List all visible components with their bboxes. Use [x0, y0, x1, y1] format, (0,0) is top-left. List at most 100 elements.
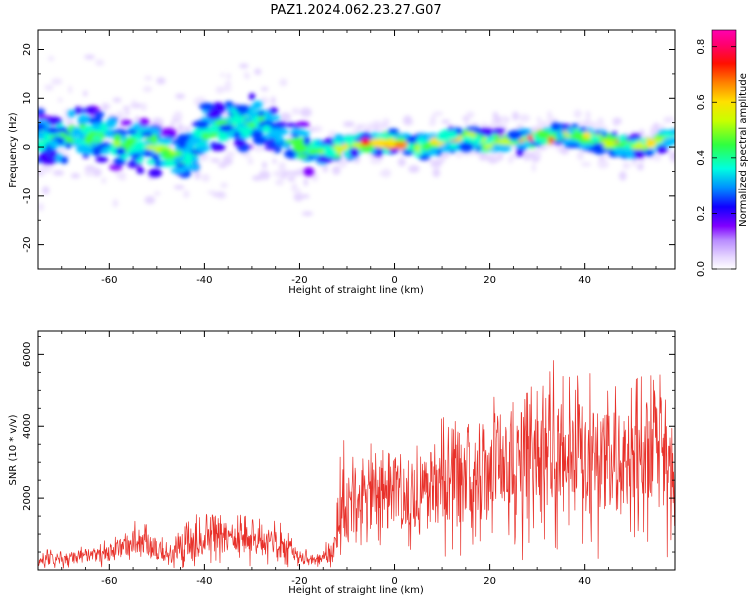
heatmap-halo-cell	[332, 165, 341, 175]
heatmap-halo-cell	[51, 78, 63, 85]
heatmap-energy-cell	[74, 106, 82, 115]
heatmap-y-tick-label: -20	[22, 236, 33, 252]
heatmap-halo-cell	[173, 111, 183, 120]
heatmap-energy-cell	[91, 122, 101, 130]
heatmap-energy-cell	[281, 142, 289, 148]
heatmap-energy-cell	[150, 134, 158, 144]
heatmap-halo-cell	[432, 168, 441, 178]
heatmap-energy-cell	[290, 128, 304, 134]
colorbar-frame	[711, 29, 737, 270]
heatmap-halo-cell	[156, 77, 166, 85]
heatmap-energy-cell	[360, 138, 371, 147]
heatmap-energy-cell	[421, 141, 432, 151]
colorbar-gradient	[712, 30, 736, 269]
heatmap-halo-cell	[207, 190, 218, 195]
heatmap-y-ticks: -20 -10 0 10 20	[22, 43, 675, 270]
heatmap-energy-cell	[438, 130, 452, 138]
heatmap-halo-cell	[465, 111, 475, 119]
colorbar-tick-label: 0.8	[696, 39, 707, 55]
heatmap-halo-cell	[434, 158, 446, 163]
heatmap-x-tick-label: 20	[483, 275, 496, 286]
heatmap-energy-cell	[418, 153, 430, 161]
snr-y-tick-label: 4000	[22, 414, 33, 439]
heatmap-halo-cell	[497, 122, 506, 131]
heatmap-energy-cell	[130, 141, 147, 152]
heatmap-energy-cell	[188, 135, 198, 145]
heatmap-energy-cell	[210, 143, 226, 152]
heatmap-energy-cell	[566, 128, 575, 134]
heatmap-energy-cell	[151, 153, 160, 161]
heatmap-halo-cell	[429, 115, 437, 122]
heatmap-halo-cell	[618, 171, 627, 181]
heatmap-halo-cell	[144, 196, 156, 205]
heatmap-energy-cell	[483, 143, 494, 150]
snr-x-tick-label: -60	[101, 576, 117, 587]
colorbar-tick-label: 0.6	[696, 94, 707, 110]
snr-y-tick-label: 6000	[22, 342, 33, 367]
heatmap-energy-cell	[251, 116, 259, 123]
heatmap-halo-cell	[480, 121, 488, 129]
heatmap-halo-cell	[408, 165, 420, 173]
heatmap-y-tick-label: 20	[22, 43, 33, 56]
heatmap-energy-cell	[194, 120, 209, 125]
heatmap-halo-cell	[278, 161, 286, 171]
heatmap-halo-cell	[57, 97, 63, 103]
heatmap-energy-cell	[564, 143, 581, 149]
heatmap-energy-cell	[140, 131, 154, 137]
heatmap-halo-cell	[279, 112, 292, 123]
heatmap-halo-cell	[220, 182, 229, 189]
heatmap-energy-cell	[459, 142, 474, 153]
heatmap-energy-cell	[38, 108, 45, 116]
heatmap-energy-cell	[48, 139, 59, 149]
heatmap-halo-cell	[225, 151, 236, 158]
heatmap-halo-cell	[116, 122, 123, 130]
heatmap-halo-cell	[303, 177, 309, 187]
heatmap-halo-cell	[638, 128, 645, 138]
heatmap-halo-cell	[144, 75, 153, 81]
heatmap-energy-cell	[284, 150, 291, 158]
snr-y-tick-label: 2000	[22, 485, 33, 510]
snr-x-tick-label: -40	[196, 576, 212, 587]
heatmap-energy-cell	[257, 111, 265, 117]
heatmap-energy-cell	[113, 133, 121, 143]
heatmap-energy-cell	[285, 122, 297, 128]
heatmap-halo-cell	[534, 147, 541, 158]
heatmap-energy-cell	[168, 133, 176, 139]
heatmap-halo-cell	[101, 177, 107, 184]
heatmap-halo-cell	[382, 118, 390, 126]
heatmap-panel: -60 -40 -20 0 20 40 -20 -10 0 10 20 Height of str…	[8, 29, 676, 296]
heatmap-halo-cell	[576, 151, 584, 161]
heatmap-halo-cell	[84, 54, 95, 60]
heatmap-energy-cell	[105, 118, 117, 129]
heatmap-energy-cell	[592, 142, 605, 149]
heatmap-halo-cell	[153, 191, 161, 196]
heatmap-energy-cell	[83, 135, 94, 144]
heatmap-energy-cell	[95, 156, 109, 163]
heatmap-energy-cell	[183, 155, 193, 166]
heatmap-energy-layer	[38, 54, 675, 216]
heatmap-energy-cell	[218, 124, 234, 133]
heatmap-halo-cell	[291, 107, 300, 115]
heatmap-energy-cell	[176, 133, 190, 144]
heatmap-halo-cell	[580, 161, 592, 167]
heatmap-halo-cell	[220, 72, 225, 78]
heatmap-energy-cell	[297, 154, 309, 159]
heatmap-energy-cell	[38, 122, 46, 131]
heatmap-energy-cell	[515, 142, 532, 148]
heatmap-energy-cell	[93, 128, 109, 133]
heatmap-halo-cell	[291, 170, 299, 177]
heatmap-halo-cell	[300, 107, 312, 118]
heatmap-halo-cell	[539, 145, 548, 151]
heatmap-energy-cell	[394, 140, 408, 150]
heatmap-energy-cell	[631, 143, 646, 150]
heatmap-halo-cell	[47, 56, 55, 62]
heatmap-energy-cell	[262, 125, 271, 133]
heatmap-energy-cell	[109, 164, 123, 171]
heatmap-energy-cell	[570, 123, 579, 129]
heatmap-halo-cell	[84, 170, 95, 177]
heatmap-energy-cell	[295, 121, 310, 128]
heatmap-energy-cell	[65, 142, 72, 149]
heatmap-energy-cell	[449, 143, 457, 150]
heatmap-halo-cell	[397, 157, 406, 167]
heatmap-halo-cell	[381, 168, 392, 178]
